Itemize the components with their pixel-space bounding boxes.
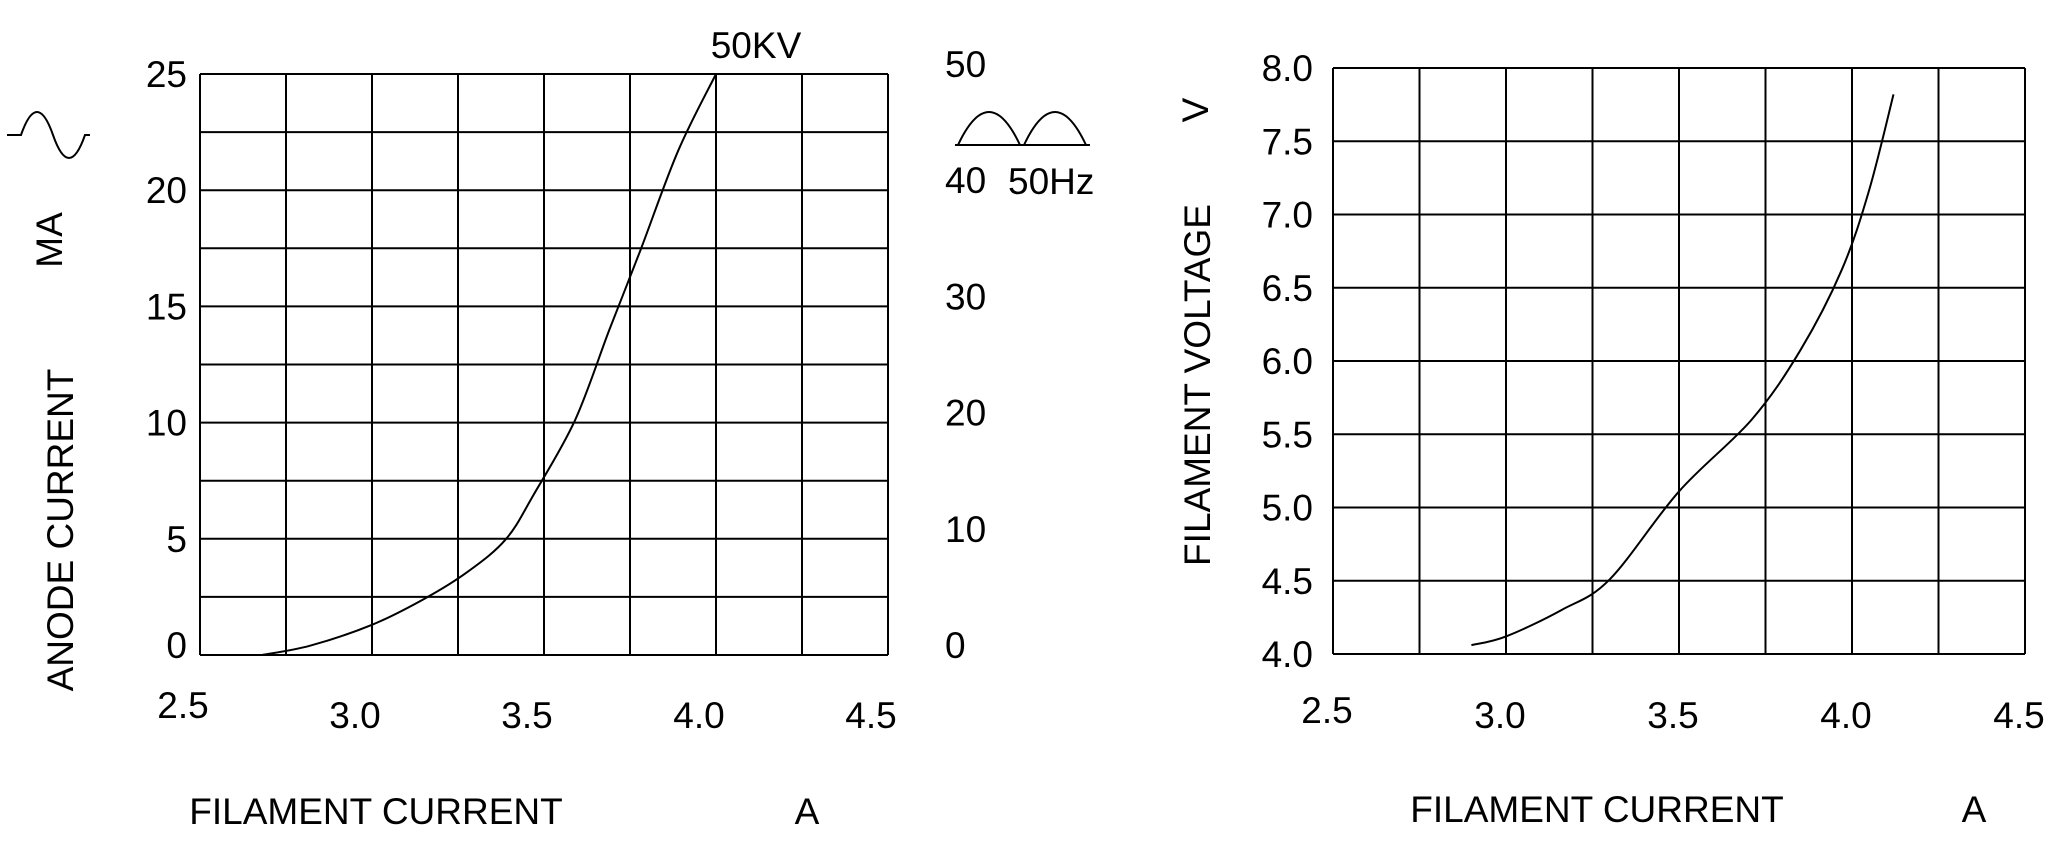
y-tick-label: 15 [146,286,187,327]
x-tick-label: 3.5 [501,695,552,736]
x-tick-label: 2.5 [157,685,208,726]
left-y-axis-title: ANODE CURRENT [40,369,81,692]
x-tick-label: 4.5 [1993,695,2044,736]
left-curve-label: 50KV [711,25,802,66]
y-tick-label: 4.5 [1262,561,1313,602]
y2-tick-label: 20 [945,393,986,434]
x-tick-label: 3.0 [1474,695,1525,736]
y-tick-label: 5.5 [1262,414,1313,455]
sine-wave-icon [7,111,90,159]
y2-tick-label: 50 [945,44,986,85]
y-tick-label: 5 [166,519,187,560]
right-y-axis-unit-label: V [1175,97,1216,122]
x-tick-label: 3.5 [1647,695,1698,736]
left-y-axis-unit-label: MA [29,212,70,268]
right-y-axis-title: FILAMENT VOLTAGE [1177,204,1218,566]
y-tick-label: 6.0 [1262,341,1313,382]
x-tick-label: 3.0 [329,695,380,736]
left-x-axis-title: FILAMENT CURRENT [189,791,562,832]
y-tick-label: 25 [146,54,187,95]
y-tick-label: 0 [166,625,187,666]
y-tick-label: 5.0 [1262,488,1313,529]
x-tick-label: 4.5 [845,695,896,736]
left-chart-grid [199,73,889,656]
right-axis-frequency-caption: 50Hz [1008,161,1094,202]
y2-tick-label: 0 [945,625,966,666]
right-x-axis-unit-label: A [1962,789,1987,830]
x-tick-label: 4.0 [1820,695,1871,736]
anode-current-curve-50kv [261,73,717,656]
grid-lines [1332,67,2026,655]
y-tick-label: 7.0 [1262,195,1313,236]
y-tick-label: 10 [146,403,187,444]
x-tick-label: 2.5 [1301,690,1352,731]
y2-tick-label: 30 [945,276,986,317]
filament-voltage-curve [1471,94,1895,647]
right-chart-grid [1332,67,2026,655]
x-tick-label: 4.0 [673,695,724,736]
right-chart-tick-labels: 2.5 3.0 3.5 4.0 4.5 8.0 7.5 7.0 6.5 6.0 5.5 5.0 4.5 4… [1262,48,2045,736]
full-wave-rectified-icon [955,111,1090,146]
y-tick-label: 4.0 [1262,634,1313,675]
y2-tick-label: 10 [945,509,986,550]
y-tick-label: 20 [146,170,187,211]
y-tick-label: 8.0 [1262,48,1313,89]
right-x-axis-title: FILAMENT CURRENT [1410,789,1783,830]
grid-lines [199,73,889,656]
y-tick-label: 6.5 [1262,268,1313,309]
left-x-axis-unit-label: A [795,791,820,832]
y2-tick-label: 40 [945,160,986,201]
y-tick-label: 7.5 [1262,121,1313,162]
